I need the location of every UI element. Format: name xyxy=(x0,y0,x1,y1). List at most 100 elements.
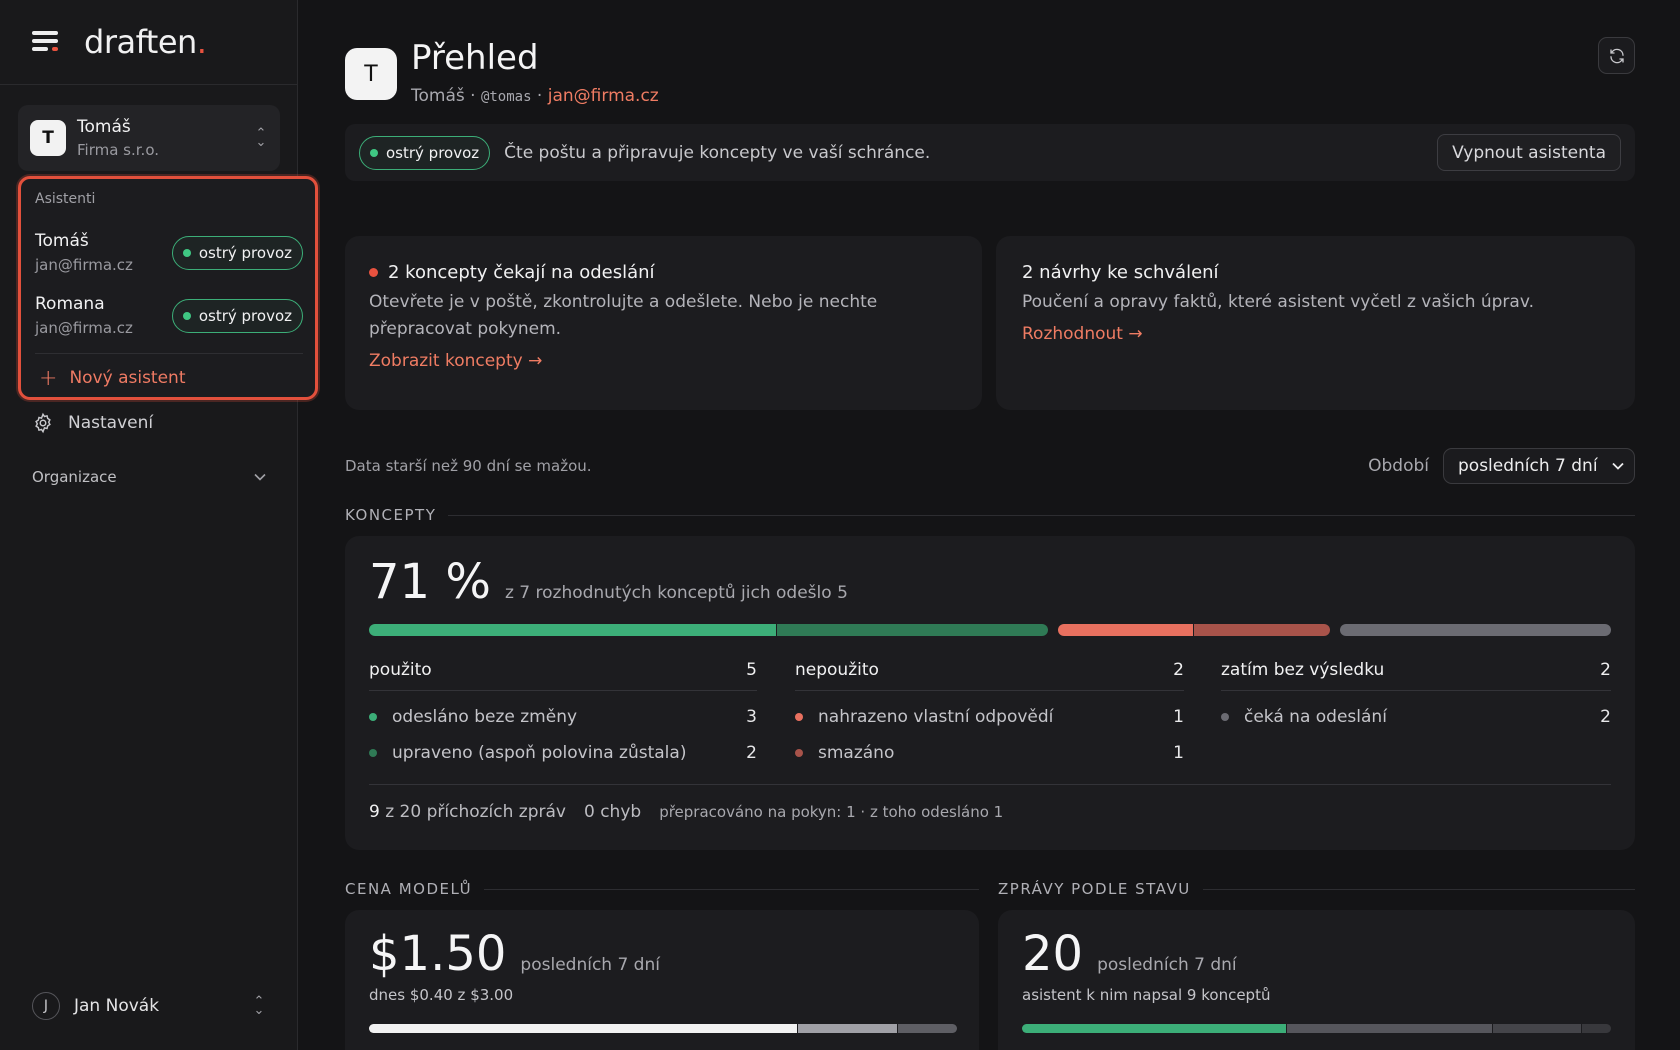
divider xyxy=(35,353,303,354)
drafts-footer: 9 z 20 příchozích zpráv 0 chyb přepracov… xyxy=(369,802,1004,822)
messages-progress-bar xyxy=(1022,1024,1611,1033)
messages-sub: asistent k nim napsal 9 konceptů xyxy=(1022,986,1271,1004)
email-link[interactable]: jan@firma.cz xyxy=(547,86,659,106)
status-dot-icon xyxy=(182,248,191,257)
cost-period: posledních 7 dní xyxy=(520,955,660,975)
section-label-messages: ZPRÁVY PODLE STAVU xyxy=(998,880,1635,898)
assistant-name: Tomáš xyxy=(35,231,89,251)
drafts-pending-card: 2 koncepty čekají na odeslání Otevřete j… xyxy=(345,236,982,410)
drafts-progress-bar xyxy=(369,624,1611,636)
column-pending: zatím bez výsledku 2 čeká na odeslání 2 xyxy=(1221,660,1611,727)
nav-organization[interactable]: Organizace xyxy=(32,468,266,486)
chevron-updown-icon: ⌃ ⌄ xyxy=(255,126,267,150)
alert-dot-icon xyxy=(369,268,378,277)
assistant-name: Romana xyxy=(35,294,105,314)
page-subtitle: Tomáš · @tomas · jan@firma.cz xyxy=(411,86,659,106)
messages-card: 20 posledních 7 dní asistent k nim napsa… xyxy=(998,910,1635,1050)
list-item: smazáno 1 xyxy=(795,743,1184,763)
card-body: Poučení a opravy faktů, které asistent v… xyxy=(1022,292,1534,312)
refresh-icon xyxy=(1609,48,1624,63)
legend-dot-icon xyxy=(1221,713,1229,721)
status-dot-icon xyxy=(370,148,378,157)
cost-card: $1.50 posledních 7 dní dnes $0.40 z $3.0… xyxy=(345,910,979,1050)
column-total: 5 xyxy=(746,660,757,680)
assistant-status-bar: ostrý provoz Čte poštu a připravuje konc… xyxy=(345,124,1635,181)
decide-link[interactable]: Rozhodnout → xyxy=(1022,324,1143,344)
avatar: J xyxy=(32,992,60,1020)
section-label-drafts: KONCEPTY xyxy=(345,506,1635,524)
bar-segment xyxy=(1581,1024,1611,1033)
cost-progress-bar xyxy=(369,1024,957,1033)
status-dot-icon xyxy=(182,311,191,320)
bar-segment xyxy=(1057,624,1194,636)
assistant-avatar: T xyxy=(345,48,397,100)
column-total: 2 xyxy=(1173,660,1184,680)
proposals-card: 2 návrhy ke schválení Poučení a opravy f… xyxy=(996,236,1635,410)
section-label-cost: CENA MODELŮ xyxy=(345,880,979,898)
account-avatar: T xyxy=(30,120,66,156)
page-title: Přehled xyxy=(411,38,539,78)
sidebar: draften. T Tomáš Firma s.r.o. ⌃ ⌄ Asisten… xyxy=(0,0,318,1050)
drafts-percent: 71 % xyxy=(369,554,491,610)
user-menu[interactable]: J Jan Novák ⌃ ⌄ xyxy=(32,992,266,1020)
legend-dot-icon xyxy=(795,749,803,757)
show-drafts-link[interactable]: Zobrazit koncepty → xyxy=(369,351,543,371)
list-item: čeká na odeslání 2 xyxy=(1221,707,1611,727)
bar-segment xyxy=(1194,624,1330,636)
chevron-down-icon xyxy=(1612,462,1624,470)
period-label: Období xyxy=(1368,456,1429,476)
assistants-heading: Asistenti xyxy=(35,191,96,207)
status-badge: ostrý provoz xyxy=(171,298,303,333)
messages-period: posledních 7 dní xyxy=(1097,955,1237,975)
card-title: 2 koncepty čekají na odeslání xyxy=(388,262,655,283)
account-switcher[interactable]: T Tomáš Firma s.r.o. ⌃ ⌄ xyxy=(18,105,280,171)
account-org: Firma s.r.o. xyxy=(77,141,160,159)
status-text: Čte poštu a připravuje koncepty ve vaší … xyxy=(504,142,931,163)
bar-segment xyxy=(776,624,1048,636)
bar-segment xyxy=(1339,624,1611,636)
column-unused: nepoužito 2 nahrazeno vlastní odpovědí 1 s… xyxy=(795,660,1184,763)
legend-dot-icon xyxy=(369,713,377,721)
messages-count: 20 xyxy=(1022,926,1084,982)
bar-segment xyxy=(898,1024,957,1033)
drafts-stats-card: 71 % z 7 rozhodnutých konceptů jich odeš… xyxy=(345,536,1635,850)
assistant-item-romana[interactable]: Romana jan@firma.cz ostrý provoz xyxy=(35,284,303,347)
column-title: nepoužito xyxy=(795,660,879,680)
assistant-item-tomas[interactable]: Tomáš jan@firma.cz ostrý provoz xyxy=(35,221,303,284)
card-title: 2 návrhy ke schválení xyxy=(1022,262,1219,283)
status-badge: ostrý provoz xyxy=(171,235,303,270)
gear-icon xyxy=(35,412,51,434)
assistant-email: jan@firma.cz xyxy=(35,319,133,337)
menu-icon[interactable] xyxy=(32,31,60,53)
list-item: odesláno beze změny 3 xyxy=(369,707,757,727)
list-item: nahrazeno vlastní odpovědí 1 xyxy=(795,707,1184,727)
card-body: Otevřete je v poště, zkontrolujte a odeš… xyxy=(369,292,878,339)
drafts-percent-desc: z 7 rozhodnutých konceptů jich odešlo 5 xyxy=(504,583,848,603)
column-title: použito xyxy=(369,660,432,680)
meta-row: Data starší než 90 dní se mažou. Období … xyxy=(345,448,1635,484)
assistant-email: jan@firma.cz xyxy=(35,256,133,274)
bar-segment xyxy=(1492,1024,1581,1033)
account-name: Tomáš xyxy=(77,117,131,137)
brand-logo[interactable]: draften. xyxy=(84,23,207,61)
bar-segment xyxy=(1022,1024,1286,1033)
nav-settings[interactable]: Nastavení xyxy=(32,412,153,434)
user-name: Jan Novák xyxy=(74,996,160,1016)
legend-dot-icon xyxy=(369,749,377,757)
period-select[interactable]: posledních 7 dní xyxy=(1443,448,1635,484)
disable-assistant-button[interactable]: Vypnout asistenta xyxy=(1437,134,1621,171)
new-assistant-button[interactable]: + Nový asistent xyxy=(39,365,186,391)
brand-row: draften. xyxy=(0,0,297,85)
bar-segment xyxy=(797,1024,898,1033)
chevron-down-icon xyxy=(254,473,266,481)
column-total: 2 xyxy=(1600,660,1611,680)
main-content: T Přehled Tomáš · @tomas · jan@firma.cz … xyxy=(345,0,1635,1050)
chevron-updown-icon: ⌃ ⌄ xyxy=(253,994,265,1018)
divider xyxy=(369,784,1611,785)
cost-amount: $1.50 xyxy=(369,926,507,982)
cost-today: dnes $0.40 z $3.00 xyxy=(369,986,514,1004)
retention-note: Data starší než 90 dní se mažou. xyxy=(345,457,592,475)
legend-dot-icon xyxy=(795,713,803,721)
status-badge: ostrý provoz xyxy=(359,135,491,170)
refresh-button[interactable] xyxy=(1598,37,1635,74)
